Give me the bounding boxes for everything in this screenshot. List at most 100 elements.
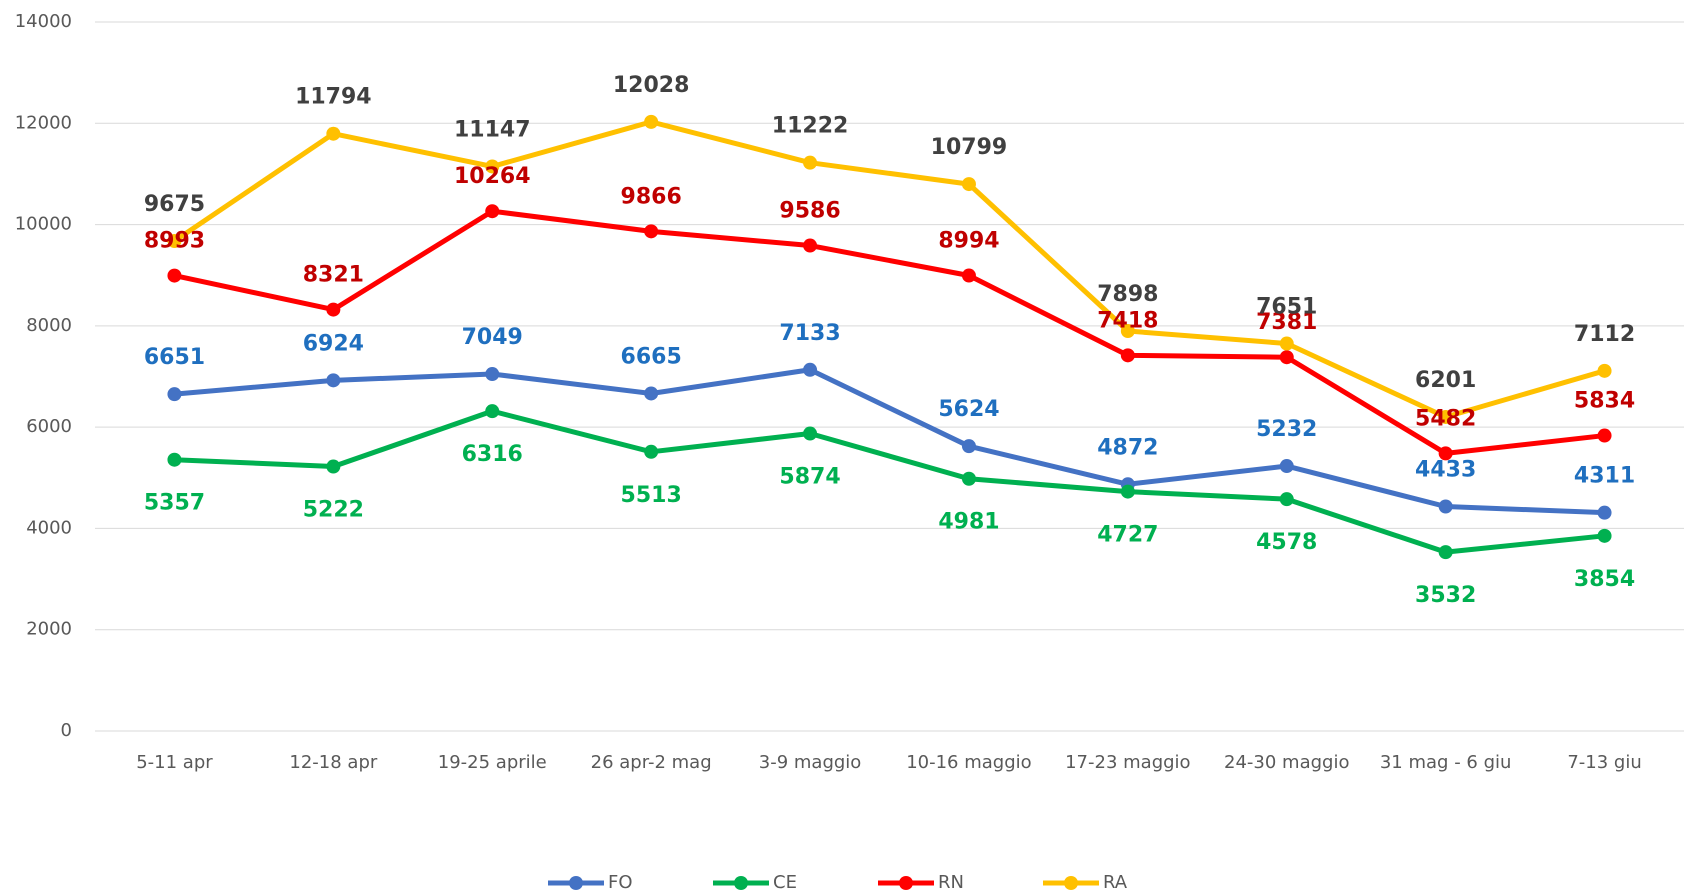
value-label: 7418: [1097, 308, 1158, 333]
data-point: [1438, 499, 1453, 514]
data-point: [167, 387, 182, 402]
data-point: [1597, 363, 1612, 378]
value-label: 7112: [1574, 322, 1635, 347]
legend-item: RN: [878, 872, 964, 893]
value-label: 12028: [613, 73, 690, 98]
value-label: 10799: [931, 135, 1008, 160]
data-point: [485, 159, 500, 174]
value-label: 5624: [938, 397, 999, 422]
data-point: [803, 238, 818, 253]
value-label: 6201: [1415, 368, 1476, 393]
value-label: 5513: [621, 483, 682, 508]
y-tick-label: 6000: [26, 416, 72, 437]
data-point: [1438, 446, 1453, 461]
value-label: 9866: [621, 184, 682, 209]
value-label: 8993: [144, 229, 205, 254]
x-tick-label: 24-30 maggio: [1224, 752, 1349, 773]
x-tick-label: 3-9 maggio: [759, 752, 862, 773]
value-label: 4578: [1256, 530, 1317, 555]
data-point: [326, 459, 341, 474]
x-tick-label: 17-23 maggio: [1065, 752, 1190, 773]
value-label: 8994: [938, 229, 999, 254]
value-label: 8321: [303, 263, 364, 288]
data-point: [485, 404, 500, 419]
value-label: 5232: [1256, 417, 1317, 442]
data-point: [1279, 350, 1294, 365]
data-point: [326, 126, 341, 141]
data-point: [1597, 528, 1612, 543]
value-label: 6316: [462, 442, 523, 467]
value-label: 4433: [1415, 458, 1476, 483]
data-point: [1120, 324, 1135, 339]
value-label: 7049: [462, 325, 523, 350]
data-point: [326, 373, 341, 388]
data-point: [803, 362, 818, 377]
legend-item: CE: [713, 872, 797, 893]
data-point: [1597, 428, 1612, 443]
data-point: [1279, 492, 1294, 507]
data-point: [803, 426, 818, 441]
data-point: [326, 302, 341, 317]
legend-marker: [1064, 876, 1078, 890]
value-label: 5357: [144, 491, 205, 516]
y-tick-label: 12000: [15, 112, 72, 133]
series-line: [174, 408, 1605, 555]
value-label: 4872: [1097, 435, 1158, 460]
data-point: [803, 155, 818, 170]
legend-marker: [569, 876, 583, 890]
data-point: [485, 204, 500, 219]
legend-label: RN: [938, 872, 964, 893]
x-tick-label: 26 apr-2 mag: [591, 752, 712, 773]
legend-marker: [734, 876, 748, 890]
value-label: 5874: [779, 465, 840, 490]
legend-label: CE: [773, 872, 797, 893]
series-line: [173, 208, 1605, 456]
x-tick-label: 19-25 aprile: [438, 752, 547, 773]
value-label: 6651: [144, 345, 205, 370]
legend-item: FO: [548, 872, 633, 893]
data-point: [961, 268, 976, 283]
data-point: [1597, 505, 1612, 520]
legend-label: RA: [1103, 872, 1128, 893]
data-point: [1438, 545, 1453, 560]
data-point: [961, 177, 976, 192]
x-tick-label: 10-16 maggio: [906, 752, 1031, 773]
value-label: 6665: [621, 344, 682, 369]
value-label: 7381: [1256, 310, 1317, 335]
value-label: 5482: [1415, 406, 1476, 431]
y-tick-label: 0: [61, 720, 72, 741]
value-label: 4311: [1574, 464, 1635, 489]
data-point: [644, 114, 659, 129]
data-point: [961, 471, 976, 486]
value-label: 7898: [1097, 282, 1158, 307]
y-tick-label: 10000: [15, 214, 72, 235]
data-point: [1279, 336, 1294, 351]
legend-marker: [899, 876, 913, 890]
value-label: 7651: [1256, 295, 1317, 320]
value-label: 4981: [938, 510, 999, 535]
data-point: [167, 268, 182, 283]
y-tick-label: 14000: [15, 11, 72, 32]
data-point: [167, 452, 182, 467]
series-line: [174, 367, 1605, 516]
value-label: 7133: [779, 321, 840, 346]
value-label: 11794: [295, 85, 372, 110]
data-point: [644, 386, 659, 401]
y-tick-label: 2000: [26, 619, 72, 640]
data-point: [644, 224, 659, 239]
value-label: 9675: [144, 192, 205, 217]
value-label: 3854: [1574, 567, 1635, 592]
data-point: [167, 234, 182, 249]
legend-item: RA: [1043, 872, 1128, 893]
value-label: 5834: [1574, 389, 1635, 414]
data-point: [1279, 459, 1294, 474]
data-point: [1120, 348, 1135, 363]
value-label: 5222: [303, 498, 364, 523]
data-point: [485, 367, 500, 382]
data-point: [1438, 409, 1453, 424]
value-label: 4727: [1097, 523, 1158, 548]
x-tick-label: 5-11 apr: [136, 752, 213, 773]
value-label: 6924: [303, 331, 364, 356]
value-label: 10264: [454, 164, 531, 189]
data-point: [1120, 484, 1135, 499]
